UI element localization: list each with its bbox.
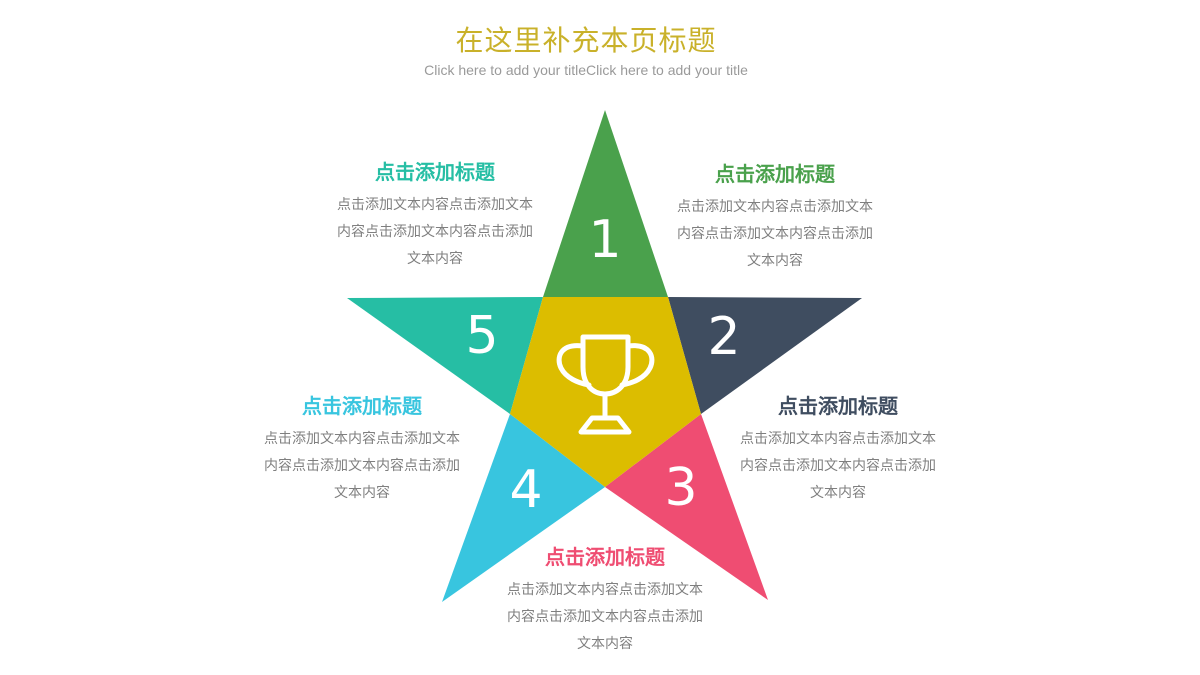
block-line-3-2[interactable]: 内容点击添加文本内容点击添加 bbox=[507, 609, 703, 625]
block-title-4[interactable]: 点击添加标题 bbox=[302, 394, 422, 418]
block-title-1[interactable]: 点击添加标题 bbox=[715, 162, 835, 186]
text-block-5: 点击添加标题 点击添加文本内容点击添加文本 内容点击添加文本内容点击添加 文本内… bbox=[319, 158, 551, 273]
block-line-5-3[interactable]: 文本内容 bbox=[407, 251, 463, 267]
segment-number-4: 4 bbox=[509, 460, 542, 520]
segment-number-5: 5 bbox=[465, 306, 498, 366]
text-block-4: 点击添加标题 点击添加文本内容点击添加文本 内容点击添加文本内容点击添加 文本内… bbox=[246, 392, 478, 507]
star-segment-4[interactable] bbox=[442, 414, 605, 602]
page-title[interactable]: 在这里补充本页标题 bbox=[455, 24, 717, 57]
block-line-4-3[interactable]: 文本内容 bbox=[334, 485, 390, 501]
text-block-1: 点击添加标题 点击添加文本内容点击添加文本 内容点击添加文本内容点击添加 文本内… bbox=[659, 160, 891, 275]
block-line-3-1[interactable]: 点击添加文本内容点击添加文本 bbox=[507, 582, 703, 598]
block-line-1-3[interactable]: 文本内容 bbox=[747, 253, 803, 269]
segment-number-3: 3 bbox=[664, 458, 697, 518]
page-subtitle[interactable]: Click here to add your titleClick here t… bbox=[424, 62, 748, 78]
text-block-2: 点击添加标题 点击添加文本内容点击添加文本 内容点击添加文本内容点击添加 文本内… bbox=[722, 392, 954, 507]
block-title-5[interactable]: 点击添加标题 bbox=[375, 160, 495, 184]
star-segment-3[interactable] bbox=[605, 414, 768, 600]
block-line-2-1[interactable]: 点击添加文本内容点击添加文本 bbox=[740, 431, 936, 447]
block-line-1-1[interactable]: 点击添加文本内容点击添加文本 bbox=[677, 199, 873, 215]
star-segment-2[interactable] bbox=[668, 297, 862, 414]
block-line-5-1[interactable]: 点击添加文本内容点击添加文本 bbox=[337, 197, 533, 213]
block-line-2-2[interactable]: 内容点击添加文本内容点击添加 bbox=[740, 458, 936, 474]
block-line-1-2[interactable]: 内容点击添加文本内容点击添加 bbox=[677, 226, 873, 242]
segment-number-1: 1 bbox=[588, 210, 621, 270]
block-line-5-2[interactable]: 内容点击添加文本内容点击添加 bbox=[337, 224, 533, 240]
block-title-3[interactable]: 点击添加标题 bbox=[545, 545, 665, 569]
block-line-2-3[interactable]: 文本内容 bbox=[810, 485, 866, 501]
block-line-3-3[interactable]: 文本内容 bbox=[577, 636, 633, 652]
text-block-3: 点击添加标题 点击添加文本内容点击添加文本 内容点击添加文本内容点击添加 文本内… bbox=[489, 543, 721, 658]
block-title-2[interactable]: 点击添加标题 bbox=[778, 394, 898, 418]
star-segment-5[interactable] bbox=[347, 297, 543, 414]
segment-number-2: 2 bbox=[707, 307, 740, 367]
block-line-4-1[interactable]: 点击添加文本内容点击添加文本 bbox=[264, 431, 460, 447]
trophy-icon bbox=[556, 334, 655, 435]
star-segment-1[interactable] bbox=[543, 110, 668, 297]
block-line-4-2[interactable]: 内容点击添加文本内容点击添加 bbox=[264, 458, 460, 474]
